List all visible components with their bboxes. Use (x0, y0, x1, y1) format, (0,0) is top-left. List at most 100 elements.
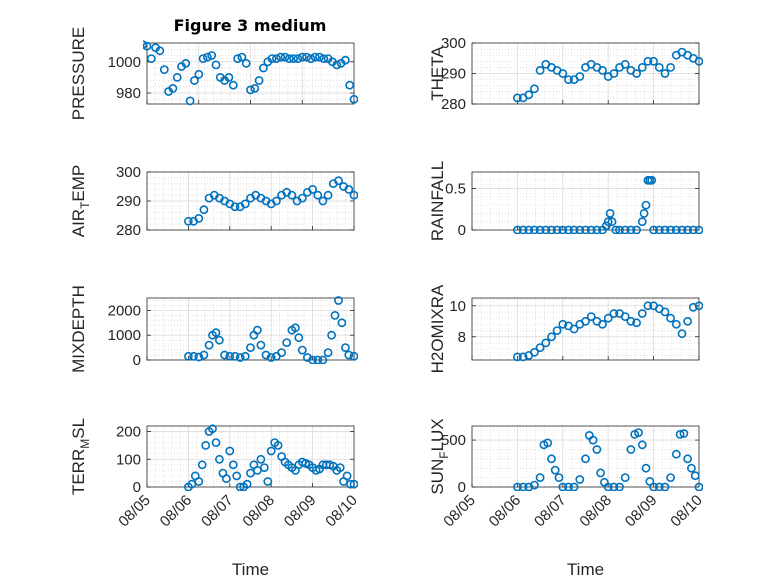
data-point (256, 340, 266, 350)
data-point (569, 482, 579, 491)
data-point (615, 225, 624, 234)
data-point (615, 482, 624, 491)
data-point (518, 225, 528, 234)
data-point (230, 351, 240, 361)
data-point (289, 54, 298, 63)
data-point (349, 190, 358, 200)
x-tick-label: 08/05 (440, 492, 479, 531)
y-tick-label: 500 (441, 432, 466, 449)
axes-box (146, 425, 355, 488)
data-point (541, 338, 551, 348)
subplot-sun_flux: 0 500 08/05 08/06 08/07 08/08 08/09 08/10 Time SU… (428, 418, 706, 579)
y-axis-label-main: SUN (428, 459, 447, 495)
data-point (654, 225, 664, 234)
data-point (208, 424, 217, 434)
data-point (201, 440, 211, 450)
data-point (666, 225, 675, 234)
x-tick-label: 08/09 (281, 492, 320, 531)
data-point (240, 199, 250, 209)
data-point (690, 471, 700, 481)
y-axis-label-main: PRESSURE (69, 27, 88, 121)
data-point (518, 482, 528, 491)
y-tick-label: 0 (458, 479, 466, 496)
data-point (277, 348, 286, 357)
data-point (547, 332, 556, 342)
data-point (344, 350, 354, 360)
data-point (632, 225, 641, 234)
data-point (228, 460, 238, 470)
data-point (159, 65, 169, 74)
data-point (194, 213, 204, 223)
data-point (609, 482, 619, 491)
data-point (524, 482, 534, 491)
y-axis-label: PRESSURE (69, 27, 88, 121)
data-point (558, 482, 568, 491)
data-point (189, 76, 199, 85)
series-markers (143, 40, 358, 106)
data-point (319, 54, 329, 63)
data-point (202, 52, 212, 62)
data-point (518, 352, 528, 362)
data-point (513, 225, 522, 234)
major-grid (472, 298, 699, 360)
y-axis-label-main: RAINFALL (428, 161, 447, 241)
y-tick-label: 10 (449, 298, 466, 315)
data-point (214, 335, 224, 345)
data-point (232, 471, 242, 481)
y-axis-label-main: THETA (428, 46, 447, 101)
data-point (626, 445, 636, 454)
data-point (349, 479, 358, 489)
data-point (225, 446, 235, 456)
x-tick-label: 08/09 (622, 492, 661, 531)
data-point (271, 196, 281, 206)
data-point (632, 318, 641, 328)
data-point (643, 301, 653, 311)
data-point (194, 352, 204, 362)
y-axis-label: SUNFLUX (428, 418, 451, 494)
y-tick-label: 300 (441, 35, 466, 52)
subplot-mixdepth: 0 1000 2000 MIXDEPTH (69, 285, 358, 373)
data-point (588, 435, 598, 445)
series-markers (513, 175, 703, 234)
data-point (246, 343, 255, 352)
data-point (256, 454, 266, 464)
y-tick-label: 1000 (108, 54, 141, 71)
y-tick-label: 280 (116, 222, 141, 239)
data-point (660, 482, 670, 491)
x-axis-label: Time (232, 560, 269, 579)
data-point (647, 175, 657, 185)
data-point (694, 56, 703, 66)
data-point (666, 63, 675, 72)
data-point (586, 312, 596, 321)
data-point (660, 307, 670, 317)
x-tick-label: 08/07 (198, 492, 237, 531)
y-axis-label: AIRTEMP (69, 165, 92, 238)
data-point (211, 438, 221, 447)
y-axis-label-main: AIR (69, 209, 88, 237)
data-point (349, 94, 358, 104)
data-point (204, 340, 214, 350)
data-point (183, 351, 193, 361)
data-point (233, 54, 242, 63)
y-axis-label: MIXDEPTH (69, 285, 88, 373)
axes-background (147, 298, 354, 360)
data-point (240, 351, 250, 361)
data-point (224, 73, 234, 82)
y-axis-label: H2OMIXRA (428, 284, 447, 373)
data-point (250, 84, 260, 93)
data-point (535, 343, 545, 352)
data-point (666, 313, 675, 323)
data-point (237, 52, 247, 62)
x-tick-label: 08/06 (157, 492, 196, 531)
y-axis-label-rest: SL (69, 418, 88, 439)
series-markers (513, 47, 703, 103)
y-axis-label: TERRMSL (69, 418, 92, 495)
data-point (552, 326, 562, 335)
data-point (313, 355, 323, 364)
data-point (155, 46, 165, 56)
data-point (632, 69, 641, 78)
y-tick-label: 300 (116, 164, 141, 181)
data-point (267, 54, 277, 63)
data-point (558, 69, 568, 78)
